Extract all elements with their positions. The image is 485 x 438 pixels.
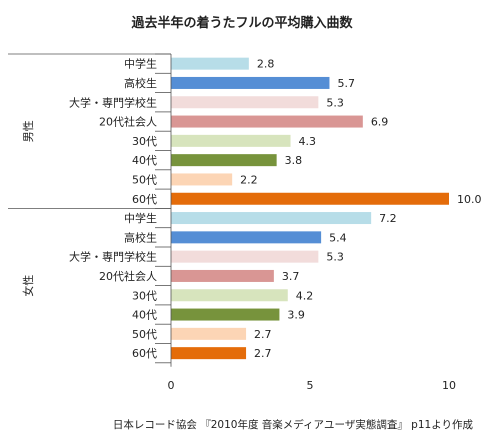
category-label: 40代 [132,309,157,322]
data-label: 3.9 [287,309,305,322]
bar [171,173,233,186]
bar [171,269,274,282]
bar [171,250,319,263]
data-label: 4.2 [296,289,314,302]
category-label: 20代社会人 [99,115,157,129]
data-label: 5.3 [326,251,344,264]
bar [171,192,449,205]
category-label: 中学生 [124,211,157,225]
category-label: 大学・専門学校生 [69,95,157,109]
bar [171,154,277,167]
data-label: 10.0 [457,193,482,206]
category-label: 高校生 [124,76,157,90]
data-label: 2.7 [254,347,272,360]
bar [171,327,247,340]
x-tick-label: 5 [307,379,314,392]
bar [171,231,322,244]
category-label: 高校生 [124,230,157,244]
chart-title: 過去半年の着うたフルの平均購入曲数 [130,15,353,31]
data-label: 3.7 [282,270,300,283]
category-label: 大学・専門学校生 [69,250,157,264]
data-label: 2.7 [254,328,272,341]
bar [171,212,372,225]
bar [171,57,249,70]
bar [171,115,363,128]
category-label: 40代 [132,154,157,167]
category-label: 60代 [132,193,157,206]
source-note: 日本レコード協会 『2010年度 音楽メディアユーザ実態調査』 p11より作成 [113,418,474,431]
category-label: 中学生 [124,57,157,71]
category-label: 30代 [132,289,157,302]
data-label: 4.3 [299,135,317,148]
bar [171,347,247,360]
category-label: 60代 [132,347,157,360]
category-label: 30代 [132,135,157,148]
bar [171,308,280,321]
bar [171,76,330,89]
group-label: 男性 [21,120,35,142]
bar [171,289,288,302]
group-label: 女性 [21,275,35,297]
data-label: 5.4 [329,231,347,244]
data-label: 5.3 [326,96,344,109]
x-tick-label: 0 [168,379,175,392]
data-label: 6.9 [371,116,389,129]
category-label: 50代 [132,173,157,186]
data-label: 2.8 [257,58,275,71]
bar [171,96,319,109]
data-label: 3.8 [285,154,303,167]
data-label: 7.2 [379,212,397,225]
plot-area: 中学生 2.8 高校生 5.7 大学・専門学校生 5.3 20代社会人 6.9 30代 4.3 40… [8,53,482,392]
x-tick-label: 10 [442,379,456,392]
data-label: 5.7 [337,77,355,90]
data-label: 2.2 [240,173,258,186]
category-label: 20代社会人 [99,269,157,283]
category-label: 50代 [132,328,157,341]
bar [171,134,291,147]
